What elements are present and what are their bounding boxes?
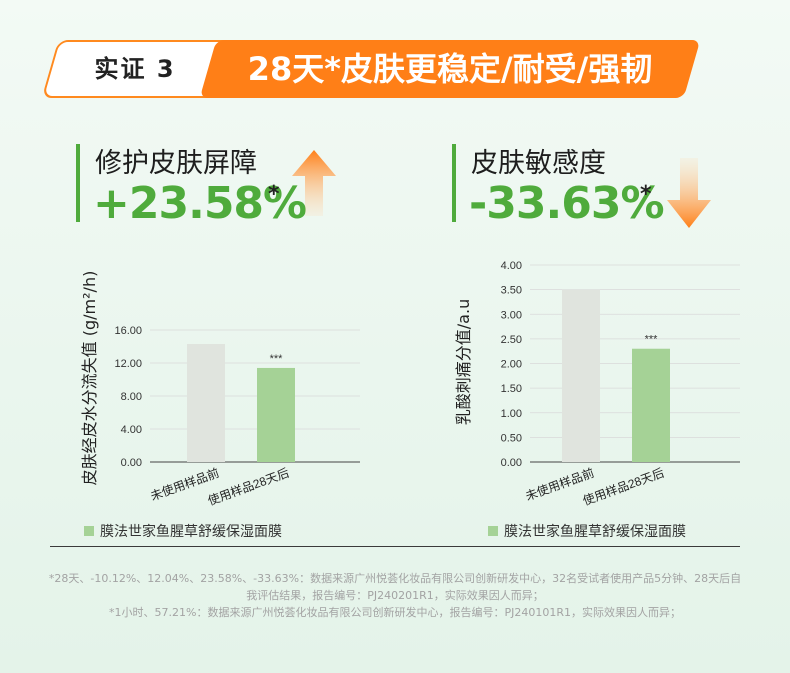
y-tick-label: 16.00: [114, 325, 142, 337]
x-category-label: 使用样品28天后: [581, 465, 666, 508]
y-tick-label: 8.00: [121, 391, 142, 403]
y-tick-label: 3.50: [501, 285, 522, 297]
y-tick-label: 4.00: [501, 260, 522, 272]
bar-after: [257, 367, 295, 462]
legend-label: 膜法世家鱼腥草舒缓保湿面膜: [504, 524, 686, 540]
chart-lactic: 0.00 0.50 1.00 1.50 2.00 2.50 3.00 3.50 4.00 未使用样…: [450, 250, 780, 520]
metric-label-sensitivity: 皮肤敏感度: [471, 148, 606, 179]
arrow-up-icon: [292, 150, 336, 216]
legend-label: 膜法世家鱼腥草舒缓保湿面膜: [100, 524, 282, 540]
footnote-line-1: *28天、-10.12%、12.04%、23.58%、-33.63%：数据来源广…: [48, 572, 742, 585]
legend-swatch: [84, 526, 94, 536]
chart-tewl-ylabel: 皮肤经皮水分流失值 (g/m²/h): [80, 270, 99, 486]
footnote-line-3: *1小时、57.21%：数据来源广州悦荟化妆品有限公司创新研发中心，报告编号：P…: [109, 606, 681, 619]
chart-lactic-ylabel: 乳酸刺痛分值/a.u: [454, 298, 473, 426]
y-tick-label: 0.00: [501, 457, 522, 469]
metric-asterisk: *: [640, 182, 652, 207]
footnote-line-2: 我评估结果，报告编号：PJ240201R1，实际效果因人而异；: [246, 589, 544, 602]
y-tick-label: 2.00: [501, 359, 522, 371]
y-tick-label: 4.00: [121, 424, 142, 436]
y-tick-label: 12.00: [114, 358, 142, 370]
divider: [50, 546, 740, 547]
arrow-down-icon: [667, 158, 711, 228]
x-category-label: 使用样品28天后: [206, 465, 291, 508]
bar-before: [187, 344, 225, 462]
significance-label: ***: [270, 353, 284, 365]
chart-lactic-svg: 0.000.501.001.502.002.503.003.504.00未使用样…: [501, 260, 740, 508]
bar-before: [562, 289, 600, 462]
y-tick-label: 3.00: [501, 309, 522, 321]
metric-accent-bar: [76, 144, 80, 222]
y-tick-label: 0.00: [121, 457, 142, 469]
metric-label-barrier: 修护皮肤屏障: [95, 148, 257, 179]
significance-label: ***: [645, 334, 659, 346]
metric-asterisk: *: [268, 182, 280, 207]
y-tick-label: 1.00: [501, 408, 522, 420]
metric-accent-bar: [452, 144, 456, 222]
legend-swatch: [488, 526, 498, 536]
y-tick-label: 2.50: [501, 334, 522, 346]
banner-title: 28天*皮肤更稳定/耐受/强韧: [247, 50, 653, 88]
banner-tag: 实证 3: [94, 55, 176, 83]
metric-value-barrier: +23.58%: [93, 178, 307, 229]
metric-value-sensitivity: -33.63%: [469, 178, 665, 229]
chart-tewl: 0.00 4.00 8.00 12.00 16.00 未使用样品前 使用样品28天后 ***: [70, 250, 400, 520]
y-tick-label: 1.50: [501, 383, 522, 395]
bar-after: [632, 348, 670, 462]
y-tick-label: 0.50: [501, 432, 522, 444]
